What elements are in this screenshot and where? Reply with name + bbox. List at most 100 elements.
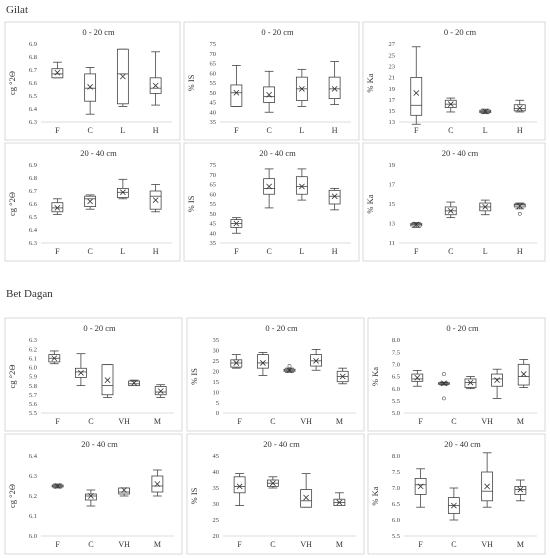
y-tick-label: 35 <box>210 240 217 247</box>
y-tick-label: 8.0 <box>392 337 400 344</box>
x-category-label: F <box>414 247 419 256</box>
mean-marker <box>286 367 293 374</box>
y-tick-label: 7.5 <box>392 349 400 356</box>
box-iqr <box>295 176 308 195</box>
box-iqr <box>328 76 341 100</box>
y-tick-label: 6.6 <box>29 201 38 208</box>
box-iqr <box>51 68 64 79</box>
mean-marker <box>520 371 527 377</box>
y-tick-label: 6.4 <box>29 106 38 113</box>
y-tick-label: 23 <box>389 63 396 70</box>
mean-marker <box>78 369 84 376</box>
y-tick-label: 21 <box>389 75 396 82</box>
panel-title: 20 - 40 cm <box>263 439 300 449</box>
y-axis-label: % Ka <box>365 73 375 92</box>
mean-marker <box>517 486 524 493</box>
box-iqr <box>328 189 341 205</box>
x-category-label: F <box>55 126 60 135</box>
x-category-label: C <box>88 540 93 549</box>
mean-marker <box>119 73 126 80</box>
y-tick-label: 20 <box>213 533 220 540</box>
box-iqr <box>84 493 97 501</box>
mean-marker <box>516 105 523 111</box>
y-tick-label: 5.7 <box>29 392 38 399</box>
mean-marker <box>152 82 159 89</box>
x-category-label: VH <box>118 540 130 549</box>
y-axis-label: % IS <box>186 195 196 212</box>
y-tick-label: 6.4 <box>29 453 38 460</box>
y-tick-label: 6.8 <box>29 175 37 182</box>
x-category-label: L <box>120 247 125 256</box>
x-category-label: M <box>517 540 524 549</box>
panel-title: 0 - 20 cm <box>261 27 294 37</box>
y-tick-label: 45 <box>213 453 220 460</box>
y-axis-label: % IS <box>189 368 199 385</box>
y-tick-label: 6.3 <box>29 473 37 480</box>
y-tick-label: 15 <box>213 379 220 386</box>
mean-marker <box>233 360 240 366</box>
y-axis-label: % Ka <box>365 194 375 213</box>
x-category-label: H <box>517 247 523 256</box>
x-category-label: C <box>451 540 456 549</box>
y-tick-label: 6.3 <box>29 240 37 247</box>
y-tick-label: 6.0 <box>29 365 37 372</box>
y-tick-label: 13 <box>389 221 396 228</box>
mean-marker <box>51 355 58 362</box>
y-tick-label: 7.0 <box>392 362 400 369</box>
x-category-label: M <box>154 540 161 549</box>
mean-marker <box>157 388 164 394</box>
panel-title: 0 - 20 cm <box>444 27 477 37</box>
mean-marker <box>467 379 474 386</box>
x-category-label: F <box>418 417 423 426</box>
y-axis-label: cg °2Θ <box>7 365 17 389</box>
mean-marker <box>447 101 454 108</box>
box-iqr <box>300 489 313 508</box>
outlier-point <box>287 364 292 368</box>
x-category-label: H <box>332 247 338 256</box>
y-tick-label: 50 <box>210 90 217 97</box>
x-category-label: C <box>87 247 92 256</box>
mean-marker <box>313 357 319 364</box>
y-tick-label: 70 <box>210 172 217 179</box>
mean-marker <box>266 183 273 190</box>
mean-marker <box>413 90 420 96</box>
y-tick-label: 25 <box>213 358 220 365</box>
section-title-bet-dagan: Bet Dagan <box>6 288 53 300</box>
x-category-label: F <box>55 417 60 426</box>
y-tick-label: 6.1 <box>29 513 37 520</box>
x-category-label: L <box>299 126 304 135</box>
y-tick-label: 6.9 <box>29 162 37 169</box>
x-category-label: VH <box>300 417 312 426</box>
y-tick-label: 7.5 <box>392 469 400 476</box>
x-category-label: C <box>266 126 271 135</box>
y-tick-label: 35 <box>213 485 220 492</box>
y-tick-label: 65 <box>210 182 217 189</box>
x-category-label: M <box>336 417 343 426</box>
y-tick-label: 6.3 <box>29 119 37 126</box>
mean-marker <box>450 502 457 509</box>
y-tick-label: 40 <box>213 469 220 476</box>
x-category-label: C <box>448 126 453 135</box>
x-category-label: F <box>237 417 242 426</box>
x-category-label: C <box>87 126 92 135</box>
y-tick-label: 0 <box>216 410 219 417</box>
y-tick-label: 55 <box>210 80 217 87</box>
y-tick-label: 5.8 <box>29 383 37 390</box>
box-iqr <box>233 476 246 494</box>
mean-marker <box>233 220 240 227</box>
y-tick-label: 75 <box>210 41 217 48</box>
mean-marker <box>298 85 305 92</box>
y-tick-label: 6.0 <box>392 386 400 393</box>
panel-title: 0 - 20 cm <box>83 323 116 333</box>
y-tick-label: 10 <box>213 389 220 396</box>
x-category-label: F <box>234 126 239 135</box>
y-tick-label: 6.4 <box>29 227 38 234</box>
box-iqr <box>118 487 131 495</box>
mean-marker <box>331 193 338 200</box>
outlier-point <box>441 372 446 376</box>
x-category-label: VH <box>300 540 312 549</box>
mean-marker <box>331 85 338 92</box>
x-category-label: C <box>448 247 453 256</box>
box-iqr <box>84 73 97 102</box>
